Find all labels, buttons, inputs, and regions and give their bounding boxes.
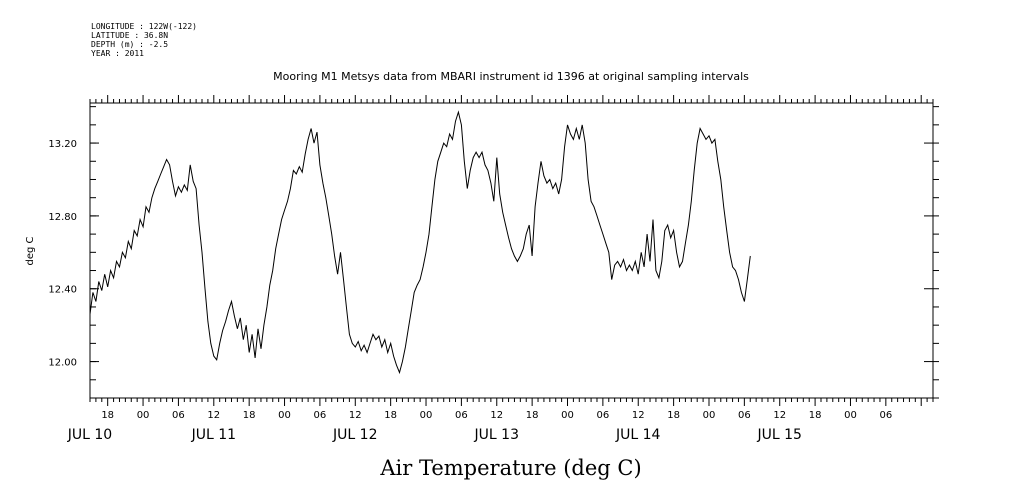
x-tick-label: 12 (632, 410, 645, 421)
x-tick-label: 18 (526, 410, 539, 421)
x-tick-label: 06 (455, 410, 468, 421)
x-tick-label: 00 (278, 410, 291, 421)
y-axis: 12.00 12.40 12.80 13.20 (48, 106, 939, 399)
y-tick-label: 12.00 (48, 358, 77, 369)
x-axis-top-ticks (89, 95, 934, 103)
x-tick-label: 00 (137, 410, 150, 421)
x-tick-label: 06 (738, 410, 751, 421)
x-tick-label: 00 (703, 410, 716, 421)
x-tick-label: 18 (101, 410, 114, 421)
x-tick-label: 18 (667, 410, 680, 421)
x-tick-label: 06 (172, 410, 185, 421)
x-tick-label: 18 (809, 410, 822, 421)
y-tick-label: 13.20 (48, 139, 77, 150)
series-line-air-temperature (89, 110, 751, 375)
x-tick-label: 12 (773, 410, 786, 421)
metadata-line: LONGITUDE : 122W(-122) (91, 22, 197, 31)
x-tick-label: 06 (314, 410, 327, 421)
x-tick-label: 18 (243, 410, 256, 421)
x-tick-label: 00 (420, 410, 433, 421)
x-tick-label: 12 (207, 410, 220, 421)
y-axis-label: deg C (25, 236, 36, 265)
y-tick-label: 12.40 (48, 285, 77, 296)
plot-frame (89, 102, 934, 399)
x-day-label: JUL 14 (615, 427, 661, 443)
x-day-label: JUL 15 (757, 427, 802, 443)
x-tick-label: 12 (490, 410, 503, 421)
x-axis: 18 00 06 12 18 00 06 12 18 00 06 12 18 00 06 12 18 00 06 12… (67, 398, 934, 443)
metadata-block: LONGITUDE : 122W(-122)LATITUDE : 36.8NDE… (91, 22, 197, 58)
metadata-line: DEPTH (m) : -2.5 (91, 40, 168, 49)
x-day-label: JUL 13 (474, 427, 519, 443)
x-tick-label: 12 (349, 410, 362, 421)
x-tick-label: 00 (844, 410, 857, 421)
x-tick-label: 06 (879, 410, 892, 421)
chart-title: Mooring M1 Metsys data from MBARI instru… (273, 70, 749, 83)
y-tick-label: 12.80 (48, 212, 77, 223)
x-axis-label: Air Temperature (deg C) (379, 456, 641, 480)
x-tick-label: 06 (597, 410, 610, 421)
metadata-line: YEAR : 2011 (91, 49, 144, 58)
x-day-label: JUL 11 (191, 427, 236, 443)
metadata-line: LATITUDE : 36.8N (91, 31, 168, 40)
x-tick-label: 18 (384, 410, 397, 421)
x-day-label: JUL 12 (332, 427, 377, 443)
x-day-label: JUL 10 (67, 427, 112, 443)
x-tick-label: 00 (561, 410, 574, 421)
